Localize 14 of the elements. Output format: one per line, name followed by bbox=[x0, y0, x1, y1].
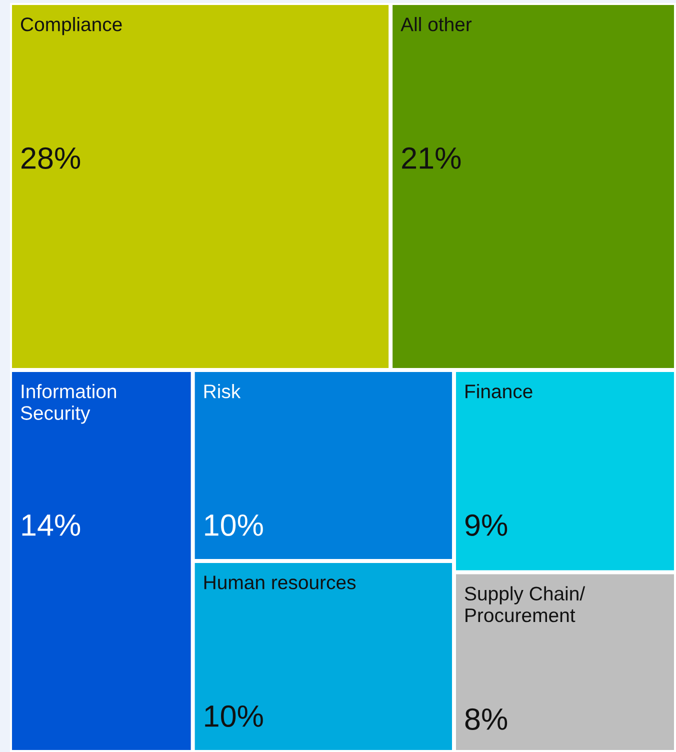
data-label: 14% bbox=[22, 514, 80, 536]
data-label: 10% bbox=[205, 705, 263, 727]
category-label: Information Security bbox=[20, 384, 116, 424]
data-label: 8% bbox=[465, 708, 508, 730]
category-label: All other bbox=[400, 17, 472, 32]
category-label: Human resources bbox=[204, 576, 356, 590]
category-label: Risk bbox=[204, 384, 241, 398]
data-label: 21% bbox=[402, 147, 461, 169]
data-label: 9% bbox=[465, 514, 508, 536]
data-label: 10% bbox=[205, 514, 263, 536]
data-label: 28% bbox=[22, 147, 80, 169]
category-label: Finance bbox=[466, 384, 532, 398]
category-label: Compliance bbox=[20, 17, 122, 36]
category-label: Supply Chain/ Procurement bbox=[464, 586, 586, 622]
